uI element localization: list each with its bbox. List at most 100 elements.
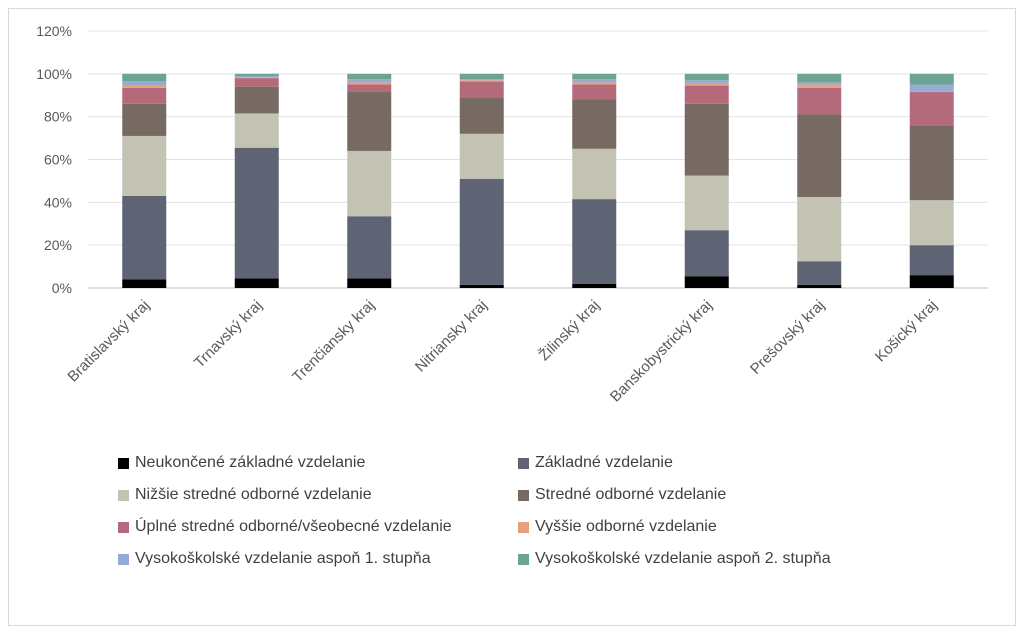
bar-segment — [684, 103, 729, 176]
bar-segment — [459, 81, 504, 98]
legend-swatch — [518, 521, 529, 533]
bar-segment — [347, 278, 392, 288]
chart-legend: Neukončené základné vzdelanie Základné vz… — [118, 452, 918, 570]
legend-swatch — [518, 553, 529, 565]
bar-segment — [572, 99, 617, 149]
legend-item: Základné vzdelanie — [518, 452, 918, 474]
bar-segment — [347, 216, 392, 279]
y-tick-label: 80% — [44, 109, 72, 125]
bar-segment — [572, 148, 617, 200]
bar-segment — [684, 73, 729, 81]
bar-segment — [572, 84, 617, 100]
legend-item: Stredné odborné vzdelanie — [518, 484, 918, 506]
bar-segment — [684, 230, 729, 277]
chart-frame — [8, 8, 1016, 626]
bar-segment — [684, 85, 729, 104]
bar-segment — [909, 245, 954, 276]
legend-label: Nižšie stredné odborné vzdelanie — [135, 486, 372, 503]
bar-segment — [347, 73, 392, 80]
bar-segment — [234, 113, 279, 148]
legend-item: Vysokoškolské vzdelanie aspoň 1. stupňa — [118, 548, 518, 570]
bar-segment — [797, 196, 842, 262]
bar-segment — [347, 92, 392, 151]
x-category-label: Prešovský kraj — [747, 297, 828, 378]
bar-segment — [122, 81, 167, 86]
legend-label: Úplné stredné odborné/všeobecné vzdelani… — [135, 518, 452, 535]
legend-label: Vyššie odborné vzdelanie — [535, 518, 717, 535]
y-tick-label: 20% — [44, 237, 72, 253]
bar-segment — [797, 82, 842, 85]
legend-swatch — [118, 553, 129, 565]
bar-segment — [909, 125, 954, 201]
bar-segment — [122, 135, 167, 196]
bar-segment — [909, 84, 954, 91]
x-category-label: Trnavský kraj — [191, 297, 266, 372]
legend-item: Úplné stredné odborné/všeobecné vzdelani… — [118, 516, 518, 538]
bar-segment — [234, 78, 279, 87]
bar-segment — [909, 73, 954, 85]
legend-label: Vysokoškolské vzdelanie aspoň 1. stupňa — [135, 550, 431, 567]
bar-segment — [572, 283, 617, 288]
bar-segment — [459, 80, 504, 82]
legend-label: Neukončené základné vzdelanie — [135, 454, 366, 471]
bar-segment — [684, 175, 729, 231]
bar-segment — [909, 275, 954, 288]
bar-segment — [572, 73, 617, 80]
bar-segment — [459, 97, 504, 134]
bar-segment — [909, 90, 954, 93]
bar-segment — [347, 79, 392, 83]
legend-swatch — [518, 457, 529, 469]
bar-segment — [684, 276, 729, 288]
y-tick-label: 100% — [36, 66, 72, 82]
bar-segment — [347, 150, 392, 217]
bar-segment — [122, 87, 167, 104]
bar-segment — [797, 284, 842, 288]
y-tick-label: 120% — [36, 23, 72, 39]
bar-segment — [459, 284, 504, 288]
bar-segment — [572, 199, 617, 284]
x-category-label: Trenčiansky kraj — [289, 297, 378, 386]
legend-item: Neukončené základné vzdelanie — [118, 452, 518, 474]
bar-segment — [122, 103, 167, 136]
bar-segment — [122, 73, 167, 82]
legend-swatch — [518, 489, 529, 501]
bar-segment — [909, 200, 954, 246]
bar-segment — [122, 195, 167, 280]
bar-segment — [459, 73, 504, 80]
legend-item: Nižšie stredné odborné vzdelanie — [118, 484, 518, 506]
x-category-label: Bratislavský kraj — [64, 297, 153, 386]
bar-segment — [234, 147, 279, 279]
bar-segment — [797, 73, 842, 83]
y-tick-label: 40% — [44, 194, 72, 210]
bar-segment — [459, 133, 504, 179]
legend-label: Stredné odborné vzdelanie — [535, 486, 727, 503]
bar-segment — [684, 83, 729, 86]
bar-segment — [459, 178, 504, 285]
bar-segment — [234, 278, 279, 288]
x-category-label: Žilinský kraj — [536, 297, 603, 364]
bar-segment — [797, 114, 842, 197]
legend-item: Vysokoškolské vzdelanie aspoň 2. stupňa — [518, 548, 918, 570]
bar-segment — [347, 84, 392, 93]
bar-segment — [684, 80, 729, 84]
bar-segment — [797, 261, 842, 285]
bar-segment — [797, 87, 842, 115]
x-category-label: Nitriansky kraj — [412, 297, 491, 376]
legend-swatch — [118, 521, 129, 533]
x-category-label: Banskobystrický kraj — [607, 297, 716, 406]
legend-swatch — [118, 457, 129, 469]
legend-item: Vyššie odborné vzdelanie — [518, 516, 918, 538]
bar-segment — [234, 86, 279, 114]
bar-segment — [234, 73, 279, 76]
legend-swatch — [118, 489, 129, 501]
legend-label: Základné vzdelanie — [535, 454, 673, 471]
bar-segment — [459, 79, 504, 81]
bar-segment — [122, 85, 167, 88]
y-tick-label: 60% — [44, 152, 72, 168]
bar-segment — [234, 75, 279, 78]
bar-segment — [797, 84, 842, 88]
legend-label: Vysokoškolské vzdelanie aspoň 2. stupňa — [535, 550, 831, 567]
bar-segment — [122, 279, 167, 288]
y-tick-label: 0% — [52, 280, 72, 296]
